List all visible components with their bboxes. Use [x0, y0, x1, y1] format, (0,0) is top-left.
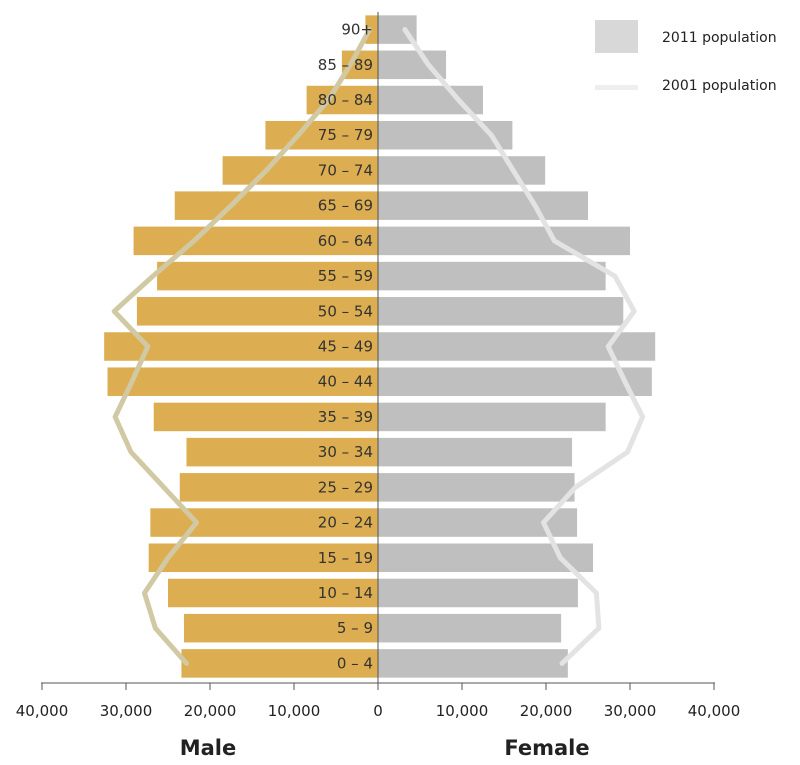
age-group-label: 35 – 39	[318, 408, 373, 426]
female-bar	[378, 473, 575, 502]
legend-label-2011: 2011 population	[662, 30, 777, 46]
age-group-label: 20 – 24	[318, 514, 373, 532]
male-bar	[265, 120, 378, 150]
age-group-label: 30 – 34	[318, 443, 373, 461]
male-bar	[153, 402, 378, 432]
male-bars-group	[104, 15, 379, 678]
legend-swatch-2011	[595, 20, 638, 53]
male-bar	[174, 191, 378, 220]
female-bar	[378, 437, 573, 467]
age-group-label: 45 – 49	[318, 338, 373, 356]
x-tick-label: 40,000	[688, 702, 741, 720]
female-bar	[378, 613, 562, 643]
legend: 2011 population 2001 population	[595, 20, 777, 94]
legend-label-2001: 2001 population	[662, 78, 777, 94]
age-group-label: 65 – 69	[318, 197, 373, 215]
male-axis-title: Male	[180, 736, 237, 760]
x-tick-label: 10,000	[268, 702, 321, 720]
x-axis: 40,000 30,000 20,000 10,000 0 10,000 20,000 30,…	[16, 12, 741, 720]
female-bar	[378, 649, 568, 678]
x-tick-label: 20,000	[184, 702, 237, 720]
age-group-label: 10 – 14	[318, 584, 373, 602]
female-2001-line	[402, 27, 646, 666]
male-bar	[148, 543, 378, 573]
female-axis-title: Female	[504, 736, 589, 760]
age-group-label: 85 – 89	[318, 56, 373, 74]
female-bar	[378, 402, 606, 432]
x-tick-label: 20,000	[520, 702, 573, 720]
age-group-label: 50 – 54	[318, 302, 373, 320]
age-group-label: 25 – 29	[318, 478, 373, 496]
x-tick-label: 30,000	[100, 702, 153, 720]
female-bar	[378, 261, 606, 291]
age-group-label: 15 – 19	[318, 549, 373, 567]
age-group-label: 90+	[341, 21, 373, 39]
age-group-label: 5 – 9	[337, 619, 373, 637]
female-bar	[378, 191, 588, 220]
age-group-label: 55 – 59	[318, 267, 373, 285]
legend-swatch-2001	[595, 85, 638, 90]
male-bar	[186, 437, 378, 467]
female-bars-group	[378, 15, 656, 678]
age-group-label: 70 – 74	[318, 161, 373, 179]
male-bar	[107, 367, 379, 396]
x-tick-label: 0	[373, 702, 383, 720]
age-group-label: 75 – 79	[318, 126, 373, 144]
female-bar	[378, 297, 624, 326]
female-bar	[378, 367, 652, 396]
age-group-label: 0 – 4	[337, 654, 373, 672]
age-labels-group: 0 – 4 5 – 9 10 – 14 15 – 19 20 – 24 25 – 29 30…	[318, 21, 373, 673]
male-bar	[181, 649, 378, 678]
age-group-label: 40 – 44	[318, 373, 373, 391]
x-tick-label: 10,000	[436, 702, 489, 720]
age-group-label: 60 – 64	[318, 232, 373, 250]
male-bar	[136, 297, 378, 326]
male-bar	[179, 473, 378, 502]
male-bar	[222, 156, 378, 185]
male-bar	[157, 261, 378, 291]
age-group-label: 80 – 84	[318, 91, 373, 109]
x-tick-label: 40,000	[16, 702, 69, 720]
male-bar	[183, 613, 378, 643]
male-bar	[133, 226, 378, 256]
male-2001-line	[111, 27, 373, 666]
x-tick-label: 30,000	[604, 702, 657, 720]
female-bar	[378, 578, 578, 608]
female-bar	[378, 226, 630, 256]
lines-group	[111, 27, 646, 666]
male-bar	[168, 578, 378, 608]
